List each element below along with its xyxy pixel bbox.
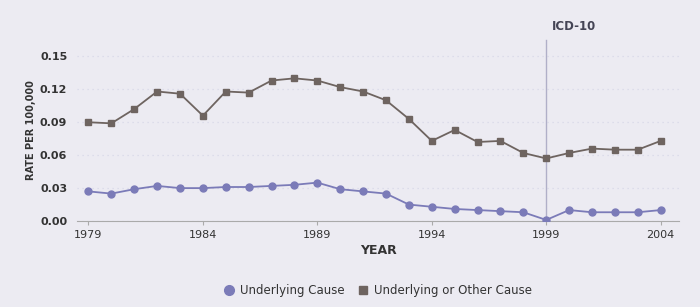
X-axis label: YEAR: YEAR xyxy=(360,244,396,257)
Y-axis label: RATE PER 100,000: RATE PER 100,000 xyxy=(26,80,36,181)
Text: ICD-10: ICD-10 xyxy=(552,20,596,33)
Legend: Underlying Cause, Underlying or Other Cause: Underlying Cause, Underlying or Other Ca… xyxy=(220,280,536,302)
